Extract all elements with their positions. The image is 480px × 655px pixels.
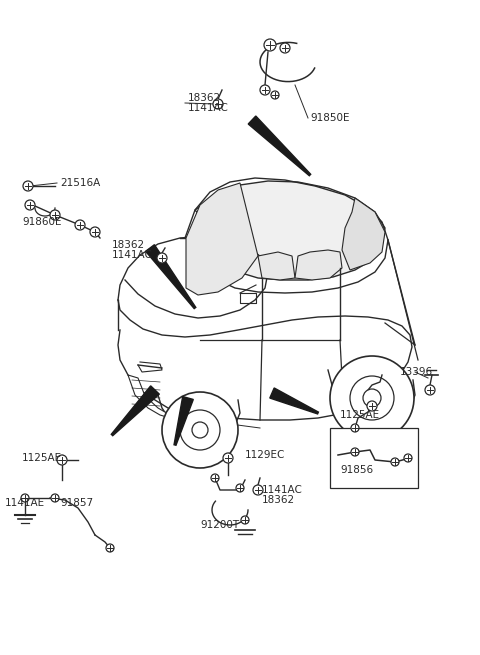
Circle shape [363, 389, 381, 407]
Polygon shape [111, 386, 159, 436]
Circle shape [75, 220, 85, 230]
Circle shape [236, 484, 244, 492]
Polygon shape [128, 375, 170, 418]
Circle shape [23, 181, 33, 191]
Circle shape [25, 200, 35, 210]
Text: 1141AC: 1141AC [262, 485, 303, 495]
Circle shape [367, 401, 377, 411]
Polygon shape [258, 252, 295, 280]
Circle shape [404, 454, 412, 462]
Circle shape [330, 356, 414, 440]
Text: 18362: 18362 [112, 240, 145, 250]
Circle shape [192, 422, 208, 438]
Text: 18362: 18362 [262, 495, 295, 505]
Polygon shape [174, 396, 193, 445]
Text: 91856: 91856 [340, 465, 373, 475]
Text: 91200T: 91200T [200, 520, 239, 530]
Circle shape [351, 424, 359, 432]
Circle shape [391, 458, 399, 466]
Text: 1125AE: 1125AE [340, 410, 380, 420]
Circle shape [260, 85, 270, 95]
Circle shape [57, 455, 67, 465]
Circle shape [271, 91, 279, 99]
Circle shape [351, 448, 359, 456]
Text: 1125AE: 1125AE [22, 453, 62, 463]
Circle shape [90, 227, 100, 237]
Circle shape [253, 485, 263, 495]
Circle shape [50, 210, 60, 220]
Polygon shape [295, 250, 342, 280]
Circle shape [223, 453, 233, 463]
Circle shape [51, 494, 59, 502]
Text: 1141AC: 1141AC [112, 250, 153, 260]
Text: 1141AE: 1141AE [5, 498, 45, 508]
Polygon shape [270, 388, 318, 414]
Circle shape [211, 474, 219, 482]
Circle shape [350, 376, 394, 420]
Text: 91850E: 91850E [310, 113, 349, 123]
Circle shape [241, 516, 249, 524]
Circle shape [162, 392, 238, 468]
Text: 18362: 18362 [188, 93, 221, 103]
Circle shape [280, 43, 290, 53]
Text: 91860E: 91860E [22, 217, 61, 227]
Circle shape [21, 494, 29, 502]
Text: 1129EC: 1129EC [245, 450, 286, 460]
Circle shape [213, 99, 223, 109]
Polygon shape [145, 245, 196, 309]
FancyBboxPatch shape [330, 428, 418, 488]
Polygon shape [342, 198, 385, 270]
Circle shape [106, 544, 114, 552]
Circle shape [425, 385, 435, 395]
Circle shape [264, 39, 276, 51]
Text: 13396: 13396 [400, 367, 433, 377]
Polygon shape [195, 181, 385, 280]
Circle shape [180, 410, 220, 450]
Circle shape [157, 253, 167, 263]
Polygon shape [186, 183, 258, 295]
Text: 21516A: 21516A [60, 178, 100, 188]
Text: 91857: 91857 [60, 498, 93, 508]
Polygon shape [248, 116, 311, 176]
Text: 1141AC: 1141AC [188, 103, 229, 113]
